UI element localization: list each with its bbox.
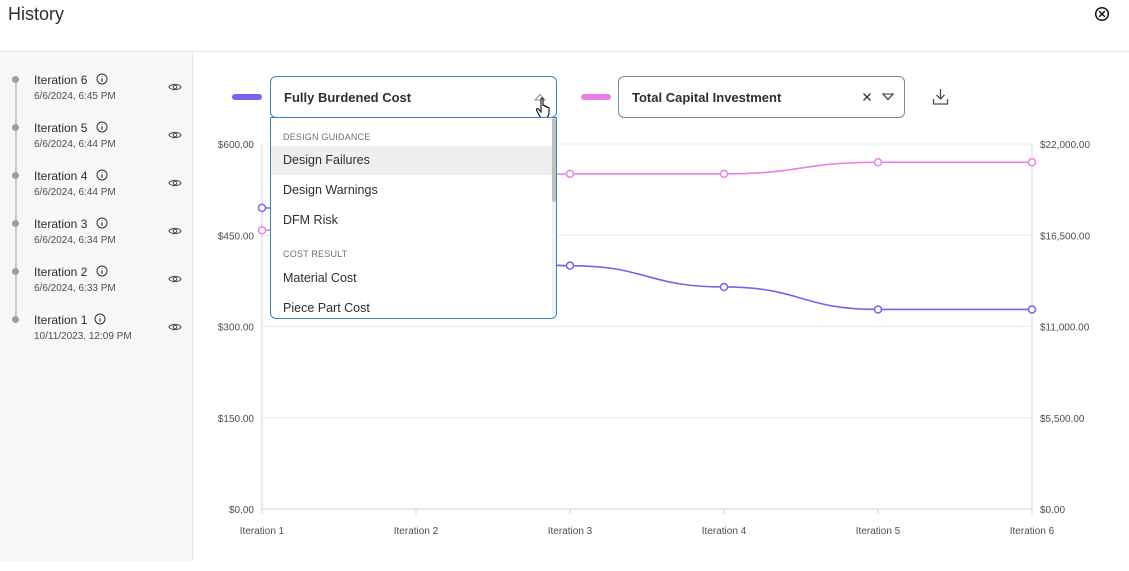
timeline-dot [12, 124, 19, 131]
x-tick-label: Iteration 5 [856, 526, 901, 537]
eye-icon[interactable] [168, 177, 182, 189]
metric-dropdown-menu: DESIGN GUIDANCE Design Failures Design W… [270, 117, 557, 319]
iteration-label: Iteration 2 [34, 265, 88, 279]
right-y-tick-label: $22,000.00 [1040, 140, 1090, 151]
dropdown-item-dfm-risk[interactable]: DFM Risk [283, 213, 338, 227]
iteration-item-1[interactable]: Iteration 1 10/11/2023, 12:09 PM [0, 296, 193, 342]
dropdown-group-label: COST RESULT [283, 249, 348, 259]
dropdown-scrollbar-track[interactable] [552, 118, 556, 318]
series-point-0 [719, 282, 729, 292]
secondary-metric-select[interactable]: Total Capital Investment [618, 76, 905, 118]
right-y-tick-label: $5,500.00 [1040, 414, 1085, 425]
eye-icon[interactable] [168, 321, 182, 333]
iteration-date: 6/6/2024, 6:33 PM [34, 283, 116, 294]
left-y-tick-label: $600.00 [218, 140, 255, 151]
right-y-tick-label: $0.00 [1040, 505, 1065, 516]
x-tick-label: Iteration 2 [394, 526, 439, 537]
iteration-label: Iteration 5 [34, 121, 88, 135]
series-point-0 [565, 261, 575, 270]
eye-icon[interactable] [168, 81, 182, 93]
iteration-item-6[interactable]: Iteration 6 6/6/2024, 6:45 PM [0, 56, 193, 102]
info-icon[interactable] [96, 169, 108, 181]
left-y-tick-label: $150.00 [218, 414, 255, 425]
series-point-1 [257, 226, 267, 235]
info-icon[interactable] [96, 265, 108, 277]
dropdown-item-material-cost[interactable]: Material Cost [283, 271, 357, 285]
series-point-1 [1027, 158, 1037, 167]
timeline-dot [12, 220, 19, 227]
timeline-dot [12, 316, 19, 323]
dropdown-scrollbar-thumb[interactable] [552, 118, 556, 202]
dropdown-item-piece-part-cost[interactable]: Piece Part Cost [283, 301, 370, 315]
series-point-1 [719, 169, 729, 179]
iteration-item-5[interactable]: Iteration 5 6/6/2024, 6:44 PM [0, 104, 193, 150]
close-circle-icon[interactable] [1094, 6, 1110, 22]
iteration-label: Iteration 1 [34, 313, 88, 327]
secondary-metric-value: Total Capital Investment [632, 90, 782, 105]
left-y-tick-label: $0.00 [229, 505, 254, 516]
chevron-up-icon[interactable] [534, 93, 546, 101]
iteration-date: 6/6/2024, 6:44 PM [34, 139, 116, 150]
left-y-tick-label: $450.00 [218, 231, 255, 242]
iteration-date: 6/6/2024, 6:34 PM [34, 235, 116, 246]
download-icon[interactable] [932, 88, 949, 106]
hand-cursor-icon [535, 97, 550, 119]
timeline-line [15, 76, 17, 316]
info-icon[interactable] [96, 217, 108, 229]
info-icon[interactable] [94, 313, 106, 325]
chevron-down-icon[interactable] [882, 93, 894, 101]
timeline-dot [12, 268, 19, 275]
series-point-1 [873, 158, 883, 167]
timeline-dot [12, 172, 19, 179]
x-tick-label: Iteration 1 [240, 526, 285, 537]
history-header: History [0, 0, 1129, 52]
iteration-label: Iteration 3 [34, 217, 88, 231]
clear-icon[interactable] [862, 92, 872, 102]
iteration-item-4[interactable]: Iteration 4 6/6/2024, 6:44 PM [0, 152, 193, 198]
eye-icon[interactable] [168, 273, 182, 285]
eye-icon[interactable] [168, 225, 182, 237]
info-icon[interactable] [96, 121, 108, 133]
primary-metric-value: Fully Burdened Cost [284, 90, 412, 105]
x-tick-label: Iteration 6 [1010, 526, 1055, 537]
iteration-date: 6/6/2024, 6:45 PM [34, 91, 116, 102]
dropdown-item-design-failures[interactable]: Design Failures [271, 146, 552, 175]
dropdown-group-label: DESIGN GUIDANCE [283, 132, 371, 142]
iteration-label: Iteration 6 [34, 73, 88, 87]
dropdown-item-design-warnings[interactable]: Design Warnings [283, 183, 378, 197]
info-icon[interactable] [96, 73, 108, 85]
right-y-tick-label: $16,500.00 [1040, 231, 1090, 242]
iteration-date: 6/6/2024, 6:44 PM [34, 187, 116, 198]
iteration-date: 10/11/2023, 12:09 PM [34, 331, 132, 342]
right-y-tick-label: $11,000.00 [1040, 323, 1090, 334]
iteration-item-3[interactable]: Iteration 3 6/6/2024, 6:34 PM [0, 200, 193, 246]
timeline-dot [12, 76, 19, 83]
series-point-1 [565, 169, 575, 179]
iteration-item-2[interactable]: Iteration 2 6/6/2024, 6:33 PM [0, 248, 193, 294]
eye-icon[interactable] [168, 129, 182, 141]
page-title: History [8, 4, 65, 24]
iteration-sidebar: Iteration 6 6/6/2024, 6:45 PM Iteration … [0, 52, 193, 561]
secondary-series-swatch [581, 94, 611, 100]
series-point-0 [1027, 305, 1037, 314]
x-tick-label: Iteration 4 [702, 526, 747, 537]
series-point-0 [873, 305, 883, 314]
x-tick-label: Iteration 3 [548, 526, 593, 537]
primary-series-swatch [232, 94, 262, 100]
primary-metric-select[interactable]: Fully Burdened Cost [270, 76, 557, 119]
left-y-tick-label: $300.00 [218, 323, 255, 334]
series-point-0 [257, 203, 267, 213]
iteration-label: Iteration 4 [34, 169, 88, 183]
